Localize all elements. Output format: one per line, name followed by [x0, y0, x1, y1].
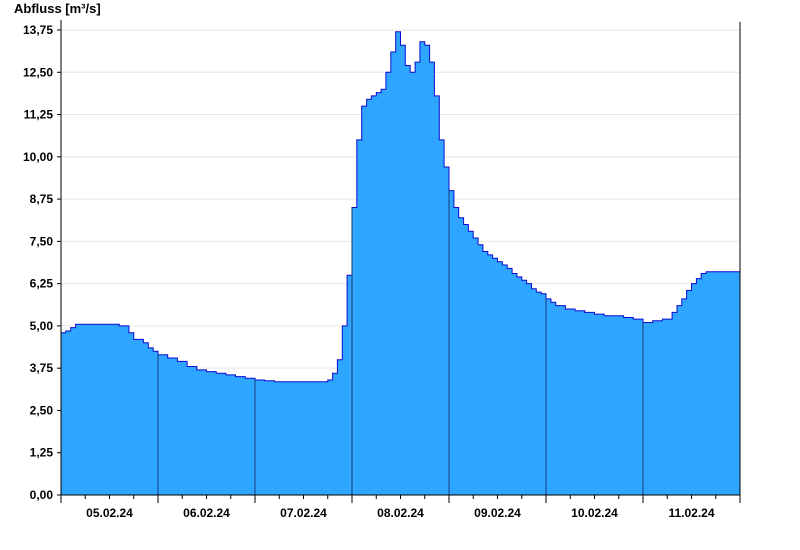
- y-tick-labels: 0,00 1,25 2,50 3,75 5,00 6,25 7,50 8,75 10,00 11,…: [23, 23, 53, 502]
- x-tick-label: 08.02.24: [377, 506, 424, 520]
- y-tick-label: 3,75: [30, 361, 54, 375]
- x-tick-label: 06.02.24: [183, 506, 230, 520]
- x-tick-label: 07.02.24: [280, 506, 327, 520]
- y-tick-label: 10,00: [23, 150, 53, 164]
- axes: [57, 20, 741, 503]
- y-tick-label: 5,00: [30, 319, 54, 333]
- y-tick-label: 12,50: [23, 65, 53, 79]
- x-tick-labels: 05.02.24 06.02.24 07.02.24 08.02.24 09.02.24…: [86, 506, 715, 520]
- y-tick-label: 1,25: [30, 446, 54, 460]
- y-tick-label: 7,50: [30, 234, 54, 248]
- x-tick-label: 10.02.24: [571, 506, 618, 520]
- x-tick-label: 11.02.24: [668, 506, 714, 520]
- plot-area: [61, 31, 740, 495]
- discharge-line: [61, 31, 740, 383]
- day-separators: [157, 190, 644, 495]
- y-tick-label: 8,75: [30, 192, 54, 206]
- y-tick-label: 11,25: [24, 108, 54, 122]
- y-tick-label: 2,50: [30, 403, 54, 417]
- y-tick-label: 6,25: [30, 277, 54, 291]
- x-tick-label: 09.02.24: [474, 506, 521, 520]
- y-axis-title: Abfluss [m³/s]: [14, 1, 101, 16]
- x-tick-label: 05.02.24: [86, 506, 133, 520]
- y-tick-label: 0,00: [30, 488, 54, 502]
- y-tick-label: 13,75: [23, 23, 53, 37]
- discharge-area: [61, 31, 740, 495]
